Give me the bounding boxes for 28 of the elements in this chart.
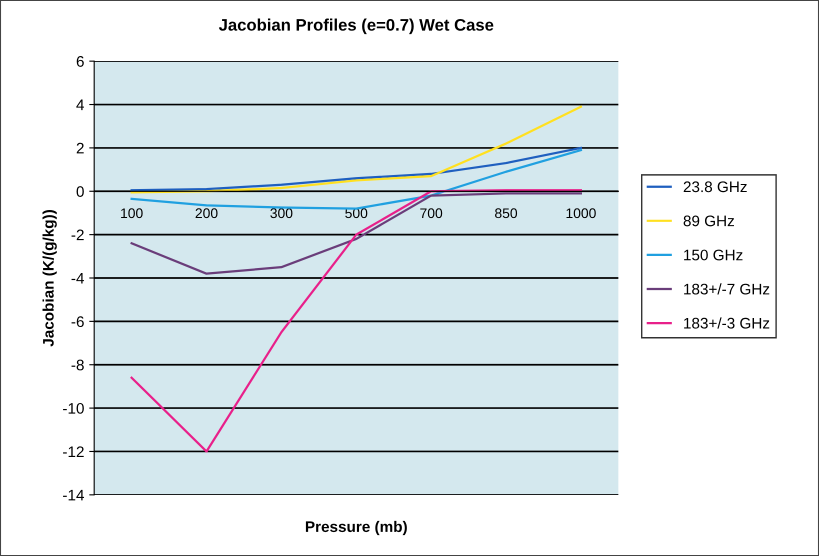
line-series	[130, 106, 582, 194]
legend-label: 89 GHz	[684, 215, 734, 226]
legend-label: 150 GHz	[684, 250, 742, 260]
x-tick-label: 200	[196, 208, 218, 218]
y-tick-label: 6	[76, 56, 84, 67]
y-tick-label: -12	[63, 446, 84, 458]
y-tick-label: 0	[76, 186, 84, 197]
line-series	[130, 146, 582, 192]
x-tick-label: 300	[270, 208, 292, 218]
x-tick-label: 100	[121, 208, 143, 218]
y-tick-label: -14	[63, 490, 84, 500]
y-tick-label: -10	[63, 402, 84, 414]
line-series	[130, 148, 582, 210]
y-tick-label: -8	[72, 360, 84, 370]
y-tick-label: 4	[76, 100, 84, 110]
y-tick-label: -6	[72, 316, 84, 328]
y-tick-label: -4	[72, 273, 84, 284]
x-tick-label: 700	[420, 208, 442, 218]
y-axis-title: Jacobian (K/(g/kg))	[42, 210, 57, 347]
legend-label: 183+/-3 GHz	[684, 317, 770, 329]
x-axis-title: Pressure (mb)	[306, 520, 407, 536]
legend-label: 23.8 GHz	[684, 181, 747, 192]
x-tick-label: 1000	[566, 208, 596, 218]
y-tick-label: 2	[76, 142, 84, 154]
y-tick-label: -2	[72, 230, 84, 240]
chart-title: Jacobian Profiles (e=0.7) Wet Case	[218, 18, 494, 34]
legend-label: 183+/-7 GHz	[684, 283, 770, 295]
x-tick-label: 850	[495, 208, 518, 218]
